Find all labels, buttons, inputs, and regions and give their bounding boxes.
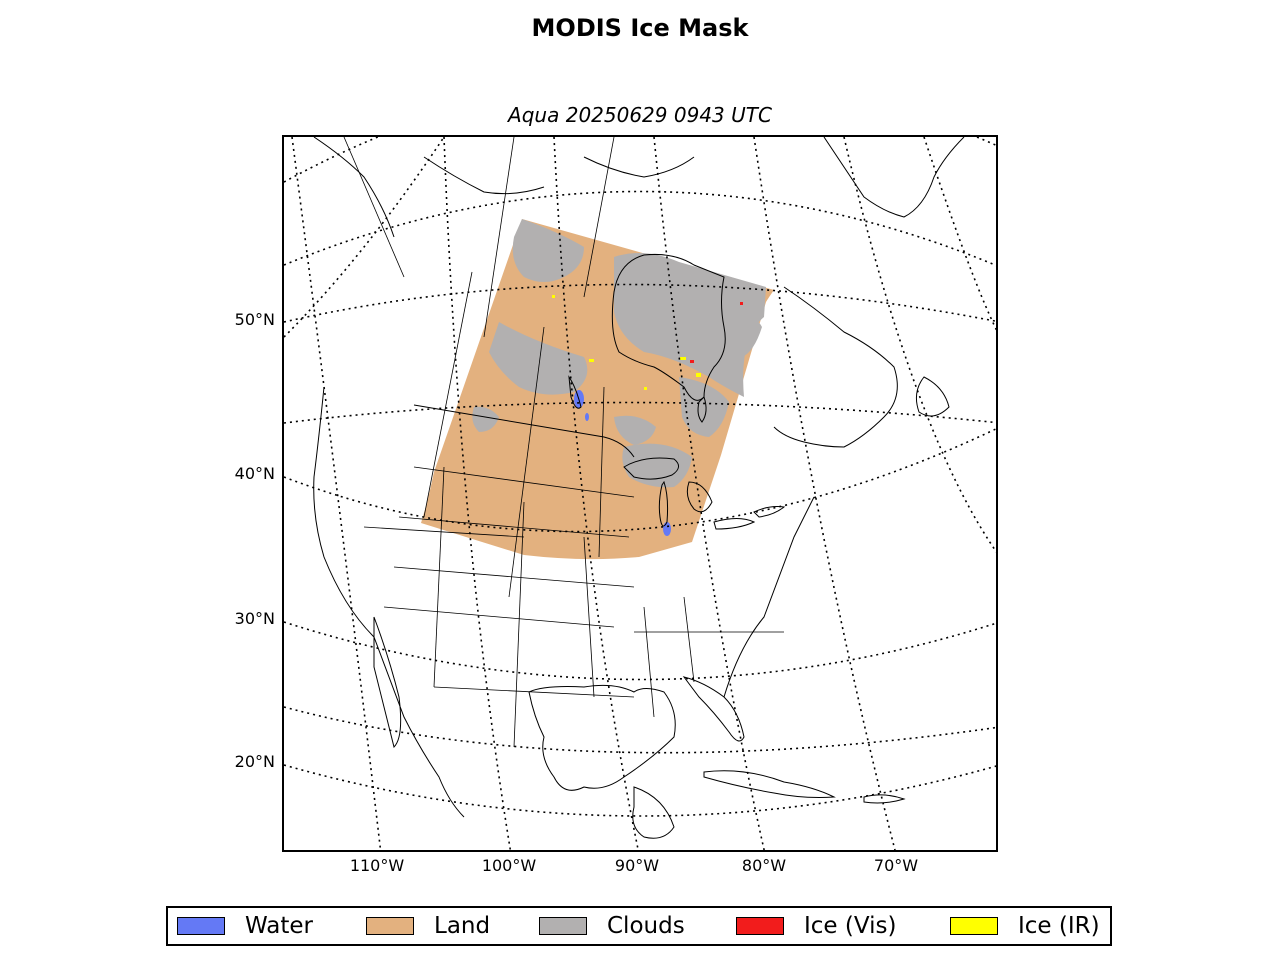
lon-label-80w: 80°W <box>741 856 787 875</box>
legend-label-clouds: Clouds <box>607 913 685 939</box>
map-panel <box>282 135 998 852</box>
ice-vis-pixels <box>690 302 743 363</box>
legend-item-ice-ir: Ice (IR) <box>950 908 1100 944</box>
lon-label-110w: 110°W <box>349 856 405 875</box>
legend-item-ice-vis: Ice (Vis) <box>736 908 896 944</box>
cloud-cover <box>472 219 766 488</box>
legend-swatch-ice-ir <box>950 917 998 935</box>
legend-label-water: Water <box>245 913 313 939</box>
legend-swatch-ice-vis <box>736 917 784 935</box>
lat-label-20n: 20°N <box>234 752 275 771</box>
map-canvas <box>284 137 996 850</box>
legend-label-ice-vis: Ice (Vis) <box>804 913 897 939</box>
legend-item-clouds: Clouds <box>539 908 685 944</box>
legend-swatch-land <box>366 917 414 935</box>
lat-label-50n: 50°N <box>234 310 275 329</box>
graticule <box>284 137 996 850</box>
lon-label-90w: 90°W <box>614 856 660 875</box>
map-legend: Water Land Clouds Ice (Vis) Ice (IR) <box>166 906 1112 946</box>
map-subtitle: Aqua 20250629 0943 UTC <box>508 103 772 127</box>
legend-item-water: Water <box>177 908 313 944</box>
political-boundaries <box>343 137 784 748</box>
lon-label-100w: 100°W <box>481 856 537 875</box>
map-title: MODIS Ice Mask <box>531 14 749 42</box>
legend-label-land: Land <box>434 913 491 939</box>
legend-swatch-clouds <box>539 917 587 935</box>
legend-swatch-water <box>177 917 225 935</box>
lat-label-40n: 40°N <box>234 464 275 483</box>
lon-label-70w: 70°W <box>873 856 919 875</box>
legend-label-ice-ir: Ice (IR) <box>1018 913 1100 939</box>
legend-item-land: Land <box>366 908 490 944</box>
swath-land <box>421 219 774 560</box>
lat-label-30n: 30°N <box>234 609 275 628</box>
coastlines <box>313 137 965 839</box>
ice-ir-pixels <box>552 295 701 390</box>
